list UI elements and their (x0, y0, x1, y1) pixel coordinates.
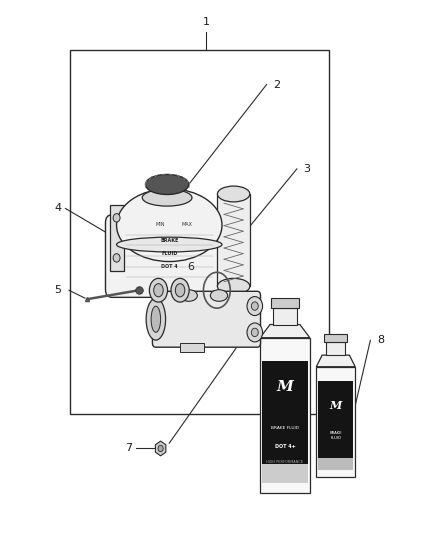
Ellipse shape (142, 189, 192, 206)
Bar (318, 381, 353, 470)
Bar (326, 342, 346, 355)
Ellipse shape (149, 278, 168, 302)
Ellipse shape (180, 290, 198, 301)
Text: BRAKE
FLUID: BRAKE FLUID (329, 431, 342, 440)
Circle shape (247, 323, 263, 342)
Text: 2: 2 (273, 79, 280, 90)
Text: MAX: MAX (181, 222, 192, 227)
Ellipse shape (145, 174, 189, 195)
Bar (262, 464, 307, 483)
Ellipse shape (146, 298, 166, 340)
Ellipse shape (151, 306, 161, 332)
Text: 6: 6 (187, 262, 194, 272)
Bar (316, 367, 355, 478)
Text: 8: 8 (377, 335, 384, 345)
Circle shape (113, 254, 120, 262)
Ellipse shape (117, 237, 222, 252)
Circle shape (113, 214, 120, 222)
Text: FLUID: FLUID (161, 251, 177, 256)
Bar (217, 194, 250, 286)
Ellipse shape (210, 290, 228, 301)
Text: DOT 4: DOT 4 (161, 264, 177, 269)
Circle shape (158, 445, 163, 451)
Bar (324, 334, 347, 342)
Text: M: M (276, 381, 293, 394)
Text: 5: 5 (54, 285, 61, 295)
Ellipse shape (117, 189, 222, 262)
Polygon shape (260, 325, 310, 338)
Ellipse shape (171, 278, 189, 302)
Bar (271, 298, 299, 308)
Text: M: M (329, 400, 342, 411)
Ellipse shape (175, 284, 185, 297)
Bar (262, 361, 307, 483)
Ellipse shape (217, 278, 250, 294)
Ellipse shape (217, 186, 250, 202)
FancyBboxPatch shape (106, 215, 233, 297)
Bar (260, 338, 310, 494)
Bar (70, 50, 329, 414)
Ellipse shape (154, 284, 163, 297)
Circle shape (251, 328, 258, 337)
Text: 1: 1 (202, 17, 209, 27)
Text: BRAKE: BRAKE (160, 238, 178, 243)
Polygon shape (316, 355, 355, 367)
Bar (272, 308, 297, 325)
Text: MIN: MIN (156, 222, 166, 227)
Bar (180, 343, 204, 352)
Bar (318, 458, 353, 470)
Text: 7: 7 (125, 443, 133, 454)
Text: HIGH PERFORMANCE: HIGH PERFORMANCE (266, 460, 304, 464)
Bar (110, 205, 124, 271)
Text: 4: 4 (54, 204, 61, 214)
Text: BRAKE FLUID: BRAKE FLUID (271, 426, 299, 430)
Text: 3: 3 (304, 164, 311, 174)
Text: DOT 4+: DOT 4+ (275, 444, 295, 449)
Circle shape (251, 302, 258, 310)
Circle shape (247, 296, 263, 316)
FancyBboxPatch shape (152, 292, 261, 347)
